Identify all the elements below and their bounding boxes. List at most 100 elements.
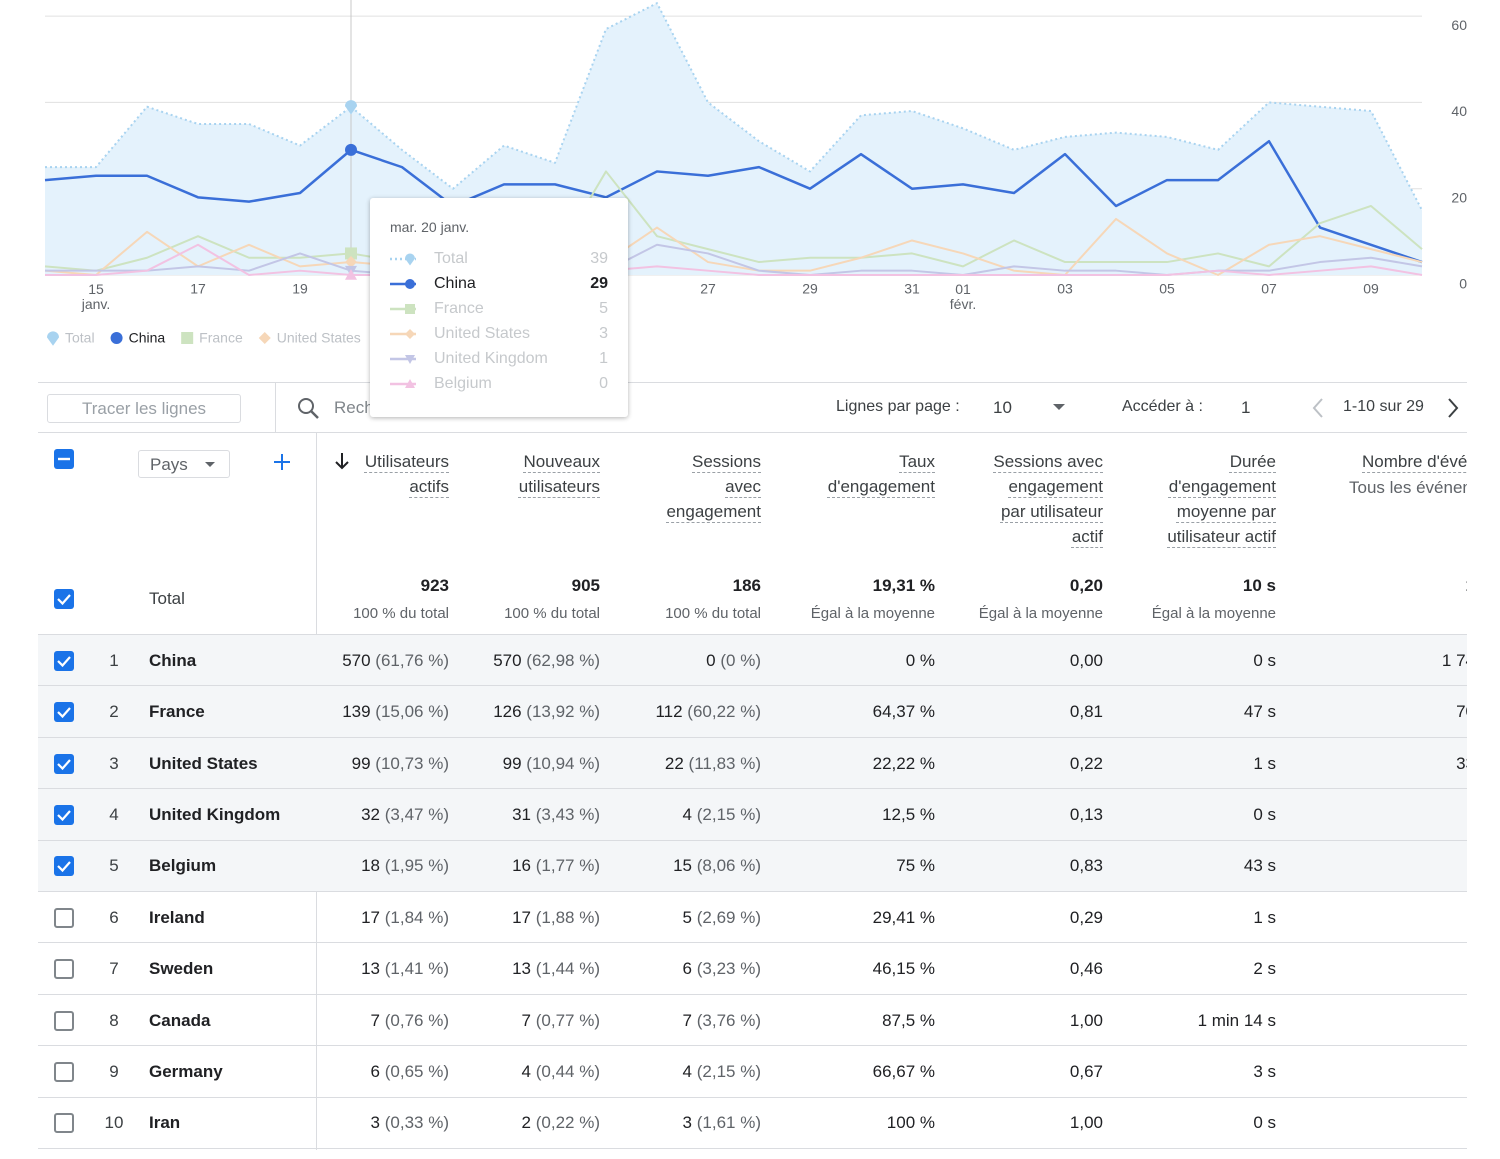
row-name: Ireland	[149, 907, 205, 927]
checkbox[interactable]	[54, 753, 74, 774]
cell: 0,13	[1069, 804, 1103, 824]
cell-value: 13	[512, 959, 532, 979]
row-rank: 5	[109, 856, 119, 876]
row-name: United Kingdom	[149, 804, 281, 824]
cell-share: (0,44 %)	[535, 1061, 600, 1081]
next-page[interactable]	[1443, 396, 1463, 420]
x-tick-label: 05	[1159, 281, 1175, 297]
tooltip-name: Belgium	[434, 375, 492, 392]
row-name: Canada	[149, 1010, 211, 1030]
cell: 100 %	[886, 1113, 935, 1133]
x-tick-label: 07	[1261, 281, 1277, 297]
column-header[interactable]: Utilisateurs actifs	[337, 449, 449, 499]
checkbox[interactable]	[54, 856, 74, 877]
divider	[38, 685, 1467, 687]
cell: 0 s	[1253, 804, 1276, 824]
cell-value: 139	[342, 702, 371, 722]
prev-page[interactable]	[1308, 396, 1328, 420]
checkbox[interactable]	[54, 702, 74, 723]
tooltip-value: 39	[590, 250, 608, 267]
marker	[405, 279, 415, 289]
cell: 1,00	[1069, 1010, 1103, 1030]
row-rank: 4	[109, 804, 119, 824]
cell: 12,5 %	[882, 804, 935, 824]
marker	[405, 253, 415, 266]
cell-value: 570	[342, 650, 371, 670]
checkbox[interactable]	[54, 804, 74, 825]
cell-share: (1,88 %)	[535, 907, 600, 927]
cell-share: (61,76 %)	[375, 650, 449, 670]
cell-value: 6	[682, 959, 693, 979]
column-header[interactable]: Taux d'engagement	[817, 449, 935, 499]
tooltip-icon-svg	[390, 355, 416, 364]
series-line	[45, 243, 1423, 276]
row-name: United States	[149, 753, 258, 773]
cell: 0,22	[1069, 753, 1103, 773]
search-glyph	[298, 398, 319, 419]
column-header[interactable]: Nombre d'événements	[1362, 452, 1467, 471]
column-header-text: Nouveaux utilisateurs	[518, 452, 600, 496]
x-tick-label: 19	[292, 281, 308, 297]
cell: 4 (2,15 %)	[541, 1062, 761, 1082]
chart: 020406015janv.171921232527293101févr.030…	[44, 0, 1467, 346]
cell: 139 (15,06 %)	[229, 702, 449, 722]
cell-share: (15,06 %)	[375, 702, 449, 722]
cell: 6 (3,23 %)	[541, 959, 761, 979]
checkbox[interactable]	[54, 1010, 74, 1031]
cell-value: 16	[512, 856, 532, 876]
total-value: 923	[420, 576, 449, 595]
checkbox[interactable]	[54, 650, 74, 671]
cell: 570 (62,98 %)	[380, 651, 600, 671]
marker	[345, 256, 357, 269]
row-name: Belgium	[149, 856, 217, 876]
cell-value: 7	[521, 1010, 532, 1030]
divider	[38, 839, 1467, 841]
column-header[interactable]: Durée d'engagement moyenne par utilisate…	[1146, 449, 1276, 549]
column-header[interactable]: Sessions avec engagement par utilisateur…	[983, 449, 1103, 549]
plot-button[interactable]: Tracer les lignes	[47, 394, 241, 423]
cell: 66,67 %	[872, 1061, 935, 1081]
cell: 7 (3,76 %)	[541, 1011, 761, 1031]
cell: 4 (2,15 %)	[541, 805, 761, 825]
divider	[38, 993, 1467, 995]
cell-value: 18	[361, 856, 381, 876]
cell-value: 17	[512, 907, 532, 927]
cell-value: 99	[351, 753, 371, 773]
series-line	[44, 139, 1423, 264]
checkbox[interactable]	[54, 449, 74, 469]
cell: 0,83	[1069, 856, 1103, 876]
tooltip-icon-svg	[390, 304, 416, 314]
row-background	[38, 737, 1467, 790]
cell-share: (62,98 %)	[526, 650, 600, 670]
column-header[interactable]: Sessions avec engagement	[657, 449, 761, 524]
chevron	[1312, 398, 1323, 418]
dimension-select[interactable]: Pays	[138, 450, 230, 478]
checkbox[interactable]	[54, 1113, 74, 1134]
goto-input[interactable]: 1	[1241, 398, 1251, 417]
checkbox[interactable]	[54, 1061, 74, 1082]
tooltip-icon	[390, 379, 416, 388]
rows-per-page[interactable]: 10	[993, 398, 1012, 417]
marker	[110, 332, 123, 344]
checkbox[interactable]	[54, 589, 74, 609]
cell: 22 (11,83 %)	[541, 754, 761, 774]
cell-value: 7	[370, 1010, 381, 1030]
cell-share: (1,84 %)	[384, 907, 449, 927]
column-subtitle: Tous les événements	[1349, 478, 1467, 497]
cell-share: (3,43 %)	[535, 804, 600, 824]
column-header[interactable]: Nouveaux utilisateurs	[496, 449, 600, 499]
total-note: 100 % du total	[504, 605, 600, 622]
divider	[38, 634, 1467, 635]
cell-share: (3,47 %)	[384, 804, 449, 824]
row-background	[38, 686, 1467, 738]
checkbox[interactable]	[54, 959, 74, 980]
marker	[405, 329, 415, 339]
checkbox[interactable]	[54, 907, 74, 928]
cell: 31 (3,43 %)	[380, 805, 600, 825]
cell: 3 (0,33 %)	[229, 1113, 449, 1133]
rows-per-page-label: Lignes par page :	[836, 398, 960, 415]
cell-value: 2	[521, 1113, 532, 1133]
add-dimension[interactable]	[272, 452, 292, 472]
tooltip-name: Total	[434, 250, 468, 267]
